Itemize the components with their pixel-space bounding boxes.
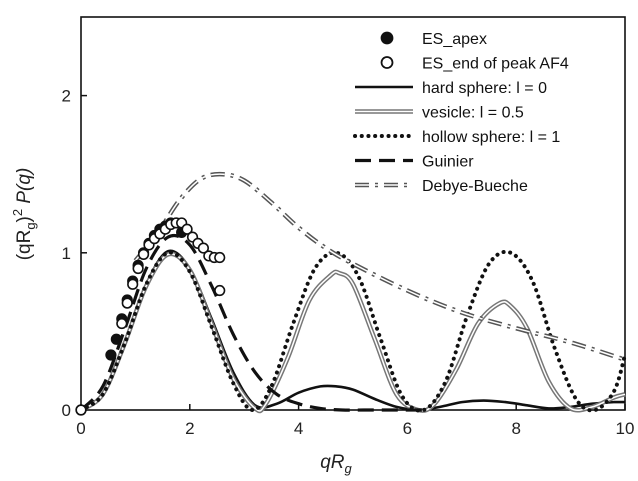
data-point bbox=[105, 349, 117, 361]
series-layer bbox=[75, 171, 627, 416]
axis-ticks: 0 2 4 6 8 10 0 1 2 bbox=[62, 87, 635, 438]
x-tick-label: 2 bbox=[185, 419, 194, 438]
legend-entry: vesicle: l = 0.5 bbox=[355, 105, 524, 122]
data-point bbox=[121, 297, 133, 309]
series-1 bbox=[75, 217, 226, 416]
series-line bbox=[79, 249, 627, 413]
series-line bbox=[80, 249, 626, 412]
plot-area bbox=[80, 16, 626, 411]
data-point bbox=[197, 242, 209, 254]
legend-label: ES_end of peak AF4 bbox=[422, 56, 569, 73]
series-4 bbox=[79, 249, 627, 413]
series-line bbox=[79, 233, 430, 412]
y-tick-label: 0 bbox=[62, 401, 71, 420]
series-line-inner bbox=[134, 173, 626, 361]
data-point bbox=[214, 251, 226, 264]
legend-entry: ES_apex bbox=[380, 31, 487, 48]
x-tick-label: 6 bbox=[403, 419, 412, 438]
data-point bbox=[214, 284, 226, 297]
data-point bbox=[137, 248, 150, 260]
x-tick-label: 8 bbox=[511, 419, 520, 438]
x-axis-label: qRg bbox=[320, 452, 352, 476]
series-2 bbox=[80, 249, 626, 412]
data-point bbox=[116, 317, 128, 330]
x-tick-label: 0 bbox=[76, 419, 85, 438]
x-tick-label: 4 bbox=[294, 419, 303, 438]
legend-entry: hollow sphere: l = 1 bbox=[353, 129, 560, 146]
legend-entry: Debye-Bueche bbox=[355, 178, 528, 195]
data-point bbox=[132, 262, 144, 275]
legend-entry: hard sphere: l = 0 bbox=[355, 80, 547, 97]
series-line-inner bbox=[80, 253, 626, 412]
data-point bbox=[75, 404, 87, 416]
data-point bbox=[181, 223, 193, 235]
y-tick-label: 1 bbox=[62, 244, 71, 263]
legend-marker bbox=[380, 31, 394, 45]
legend-marker bbox=[380, 56, 394, 69]
legend-entry: Guinier bbox=[355, 154, 474, 171]
data-point bbox=[110, 333, 122, 345]
series-6 bbox=[133, 171, 626, 362]
legend-label: vesicle: l = 0.5 bbox=[422, 105, 524, 122]
legend-label: Debye-Bueche bbox=[422, 178, 528, 195]
y-axis-label: (qRg)2 P(q) bbox=[10, 168, 38, 261]
legend-entry: ES_end of peak AF4 bbox=[380, 56, 569, 73]
data-point bbox=[127, 278, 139, 290]
legend-label: ES_apex bbox=[422, 31, 487, 48]
legend-label: Guinier bbox=[422, 154, 474, 171]
y-tick-label: 2 bbox=[62, 87, 71, 106]
series-3 bbox=[79, 251, 626, 414]
legend: ES_apex ES_end of peak AF4 hard sphere: l … bbox=[353, 31, 569, 195]
series-5 bbox=[79, 233, 430, 412]
x-tick-label: 10 bbox=[616, 419, 635, 438]
plot-frame bbox=[80, 16, 626, 411]
legend-label: hard sphere: l = 0 bbox=[422, 80, 547, 97]
legend-label: hollow sphere: l = 1 bbox=[422, 129, 560, 146]
